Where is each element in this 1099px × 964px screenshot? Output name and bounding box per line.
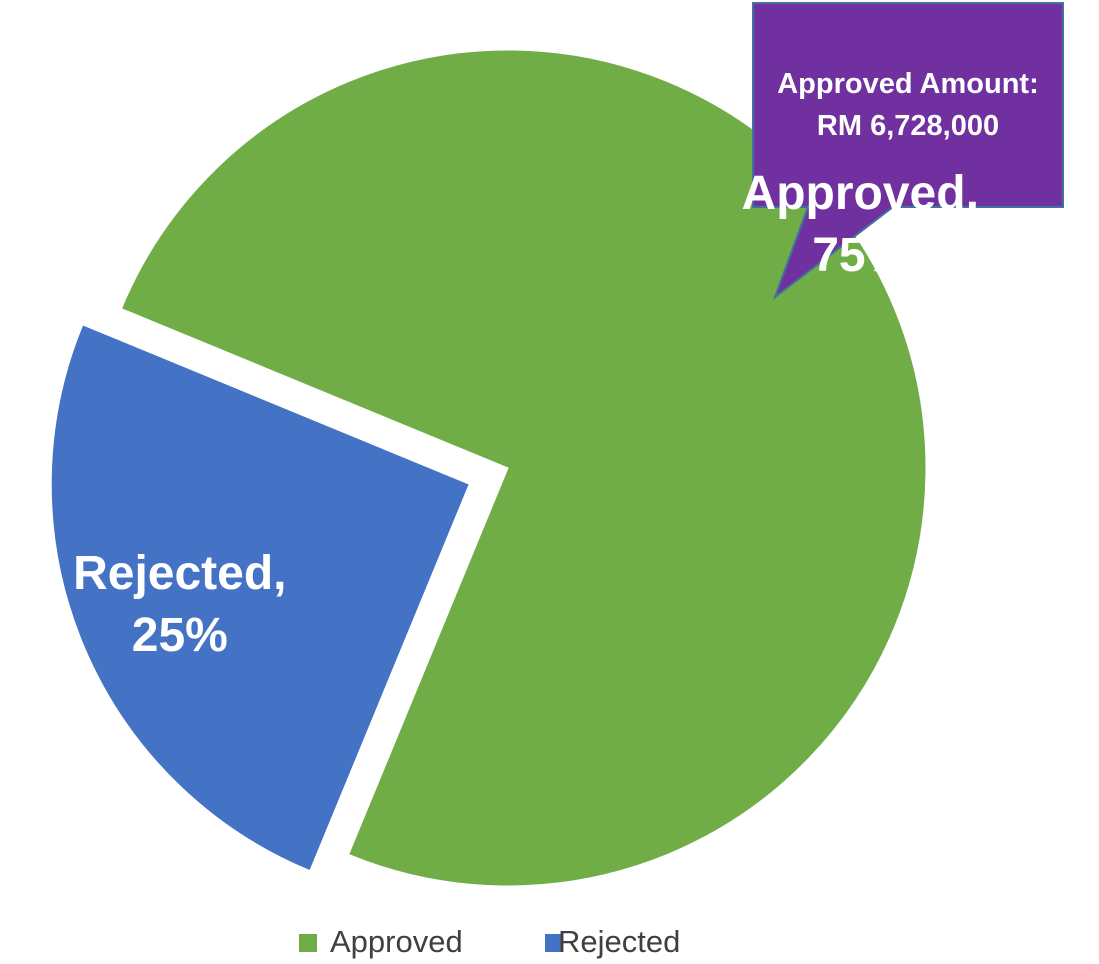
legend-swatch — [545, 934, 563, 952]
legend-swatch — [299, 934, 317, 952]
callout-box — [752, 2, 1064, 300]
annotation: Approved Amount: RM 6,728,000 — [777, 68, 1039, 142]
data-label: Approved, 75% — [741, 166, 979, 282]
legend-label: Approved — [330, 924, 463, 959]
legend-label: Rejected — [558, 924, 680, 959]
pie-slice — [120, 49, 927, 887]
data-label: Rejected, 25% — [73, 546, 287, 662]
pie-slice — [50, 324, 470, 872]
